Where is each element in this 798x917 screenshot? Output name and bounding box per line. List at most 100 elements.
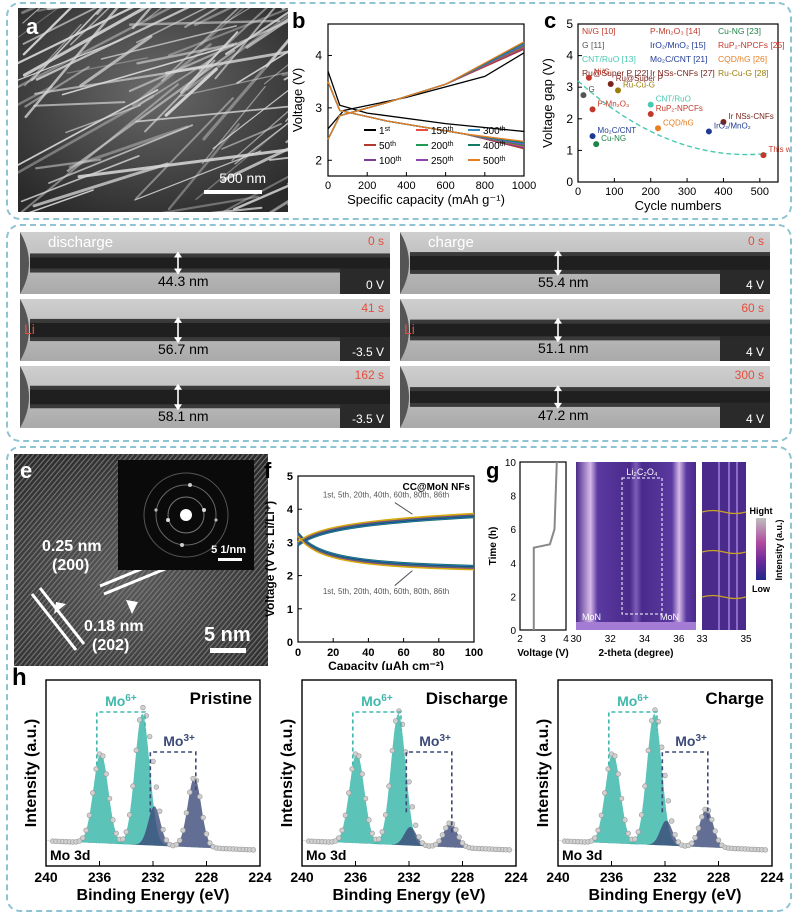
data-point-h xyxy=(635,829,641,835)
tick-b-x: 0 xyxy=(325,180,331,192)
data-point-h xyxy=(762,847,769,853)
data-point-h xyxy=(86,812,93,818)
data-point-h xyxy=(588,838,595,844)
hrtem-d1: 0.25 nm xyxy=(42,538,102,555)
xlabel-g1: Voltage (V) xyxy=(517,648,568,659)
tem-frame-voltage: -3.5 V xyxy=(351,345,384,359)
tem-frame-image xyxy=(400,366,770,428)
heatmap-g1-base xyxy=(576,622,696,630)
legend-label-c: Cu-NG [23] xyxy=(718,26,761,36)
colorbar-title: Intensity (a.u.) xyxy=(774,519,784,580)
tick-f-y: 2 xyxy=(287,571,293,583)
panel-letter-h: h xyxy=(12,664,27,691)
point-label-c: Ru-Cu-G xyxy=(623,80,655,89)
data-point-h xyxy=(187,789,193,795)
panel-letter-a: a xyxy=(26,14,39,39)
tem-frame-time: 300 s xyxy=(734,368,764,382)
bracket-mo3-h xyxy=(661,751,709,822)
peak-mo3-52-h xyxy=(302,827,516,851)
data-point-h xyxy=(93,766,99,772)
data-point-h xyxy=(712,828,718,834)
point-label-c: CQD/hG xyxy=(663,118,694,127)
bracket-mo3-h xyxy=(149,751,197,813)
point-label-c: Ni/G xyxy=(594,68,610,77)
label-mo3-h: Mo3+ xyxy=(675,733,707,750)
tick-g-x3: 33 xyxy=(696,634,708,645)
data-point-h xyxy=(197,793,203,800)
section-bottom xyxy=(6,446,792,912)
data-point-h xyxy=(150,758,156,765)
legend-label-b: 500th xyxy=(483,156,506,168)
scatter-point-c xyxy=(589,133,596,140)
tick-h-x: 228 xyxy=(707,869,731,885)
heatmap-g2-trace xyxy=(701,509,747,515)
tem-frame: 41 s -3.5 V 56.7 nm Li xyxy=(20,299,390,361)
tem-frame: 162 s -3.5 V 58.1 nm xyxy=(20,366,390,428)
data-point-h xyxy=(346,790,352,796)
tick-h-x: 232 xyxy=(141,869,165,885)
data-point-h xyxy=(715,837,722,843)
legend-label-c: Mo₂C/CNT [21] xyxy=(650,54,707,64)
tick-f-y: 1 xyxy=(287,604,293,616)
point-label-c: This work xyxy=(768,145,790,154)
tick-g-x3: 35 xyxy=(740,634,752,645)
spectrum-title-h: Charge xyxy=(705,689,764,708)
spectrum-title-h: Discharge xyxy=(426,689,508,708)
plot-frame-b xyxy=(327,23,525,177)
data-point-h xyxy=(160,826,166,833)
legend-label-c: G [11] xyxy=(582,40,605,50)
legend-label-b: 100th xyxy=(379,156,402,168)
data-point-h xyxy=(342,812,349,818)
tem-frame-voltage: 4 V xyxy=(745,345,764,359)
data-point-h xyxy=(382,812,389,818)
legend-label-c: CNT/RuO [13] xyxy=(582,54,636,64)
sem-nanowires xyxy=(18,8,288,212)
point-label-c: CNT/RuO xyxy=(656,95,691,104)
panel-letter-f: f xyxy=(264,458,272,483)
bracket-mo6-h xyxy=(96,711,146,766)
heatmap-g2 xyxy=(702,462,746,630)
data-point-h xyxy=(618,795,625,802)
data-point-h xyxy=(106,795,113,802)
core-label-h: Mo 3d xyxy=(50,847,90,863)
scatter-point-c xyxy=(705,128,712,135)
scatter-point-c xyxy=(647,111,654,118)
hrtem-image: e 0.25 nm (200) 0.18 nm (202) 5 nm 5 1/n… xyxy=(14,454,268,666)
peak-mo6-52-h xyxy=(46,752,260,851)
tick-g-x2: 32 xyxy=(605,634,617,645)
data-point-h xyxy=(120,836,126,842)
data-point-h xyxy=(675,839,682,845)
data-point-h xyxy=(709,816,715,823)
scatter-point-c xyxy=(615,87,621,94)
plot-frame-f xyxy=(297,475,475,643)
data-point-h xyxy=(439,832,446,838)
data-point-h xyxy=(339,827,345,834)
data-point-h xyxy=(416,834,422,840)
data-point-h xyxy=(136,717,143,723)
point-label-c: Ir NSs-CNFs xyxy=(728,112,773,121)
tem-frame-time: 41 s xyxy=(361,301,384,315)
mon-label-g2: MoN xyxy=(660,612,679,622)
ylabel-b: Voltage (V) xyxy=(290,68,305,132)
tick-h-x: 232 xyxy=(397,869,421,885)
point-label-c: G xyxy=(588,85,594,94)
data-point-h xyxy=(602,790,608,796)
voltage-profile-g xyxy=(532,461,558,630)
chart-h: 240 236 232 228 224 Binding Energy (eV) Intens… xyxy=(23,679,784,904)
legend-label-b: 250th xyxy=(431,156,454,168)
data-point-h xyxy=(409,804,416,810)
data-point-h xyxy=(140,704,146,711)
legend-label-c: IrO₂/MnO₂ [15] xyxy=(650,40,706,50)
tick-g-y: 10 xyxy=(505,458,517,469)
colorbar-low: Low xyxy=(752,584,771,594)
series-line-b xyxy=(327,52,525,130)
data-point-h xyxy=(146,733,153,740)
data-point-h xyxy=(83,827,89,834)
ylabel-c: Voltage gap (V) xyxy=(540,58,555,148)
tick-h-x: 236 xyxy=(600,869,624,885)
tick-f-y: 4 xyxy=(287,504,294,516)
panel-letter-b: b xyxy=(292,8,305,33)
data-point-h xyxy=(200,814,206,821)
label-mo6-h: Mo6+ xyxy=(361,693,393,710)
tick-g-x2: 34 xyxy=(639,634,651,645)
